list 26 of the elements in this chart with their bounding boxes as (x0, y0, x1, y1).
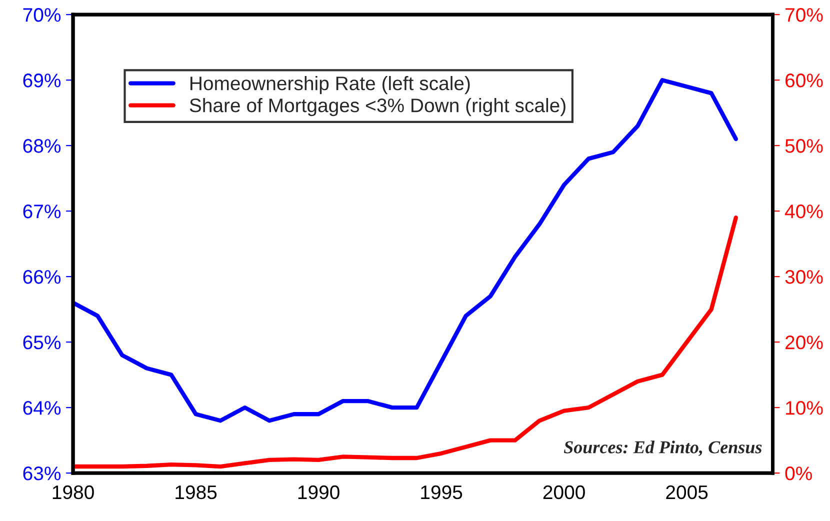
x-tick-label: 1980 (52, 485, 94, 500)
x-tick-label: 1985 (176, 485, 217, 500)
y2-tick-label: 60% (786, 74, 823, 88)
x-tick-label: 2005 (666, 485, 708, 500)
y2-tick-label: 50% (785, 139, 823, 153)
y-tick-label: 63% (23, 466, 61, 480)
y-tick-label: 68% (23, 139, 61, 153)
y-tick-label: 70% (23, 8, 61, 22)
line-series (73, 78, 738, 423)
x-tick-label: 2000 (543, 485, 585, 500)
y2-tick-label: 10% (786, 401, 823, 415)
y2-tick-label: 70% (786, 8, 823, 22)
legend-label: Homeownership Rate (left scale) (190, 76, 470, 94)
y-tick-label: 67% (23, 204, 61, 218)
y2-tick-label: 20% (786, 336, 823, 350)
legend-label: Share of Mortgages <3% Down (right scale) (190, 98, 566, 116)
y-tick-label: 69% (23, 74, 61, 88)
y2-tick-label: 0% (785, 466, 812, 480)
y-tick-label: 65% (23, 336, 61, 350)
x-tick-label: 1995 (421, 485, 462, 500)
y2-tick-label: 30% (785, 270, 823, 284)
y2-tick-label: 40% (784, 204, 823, 218)
y-tick-label: 66% (23, 270, 61, 284)
y-tick-label: 64% (23, 401, 61, 415)
x-tick-label: 1990 (298, 485, 340, 500)
annotation: Sources: Ed Pinto, Census (564, 440, 762, 456)
